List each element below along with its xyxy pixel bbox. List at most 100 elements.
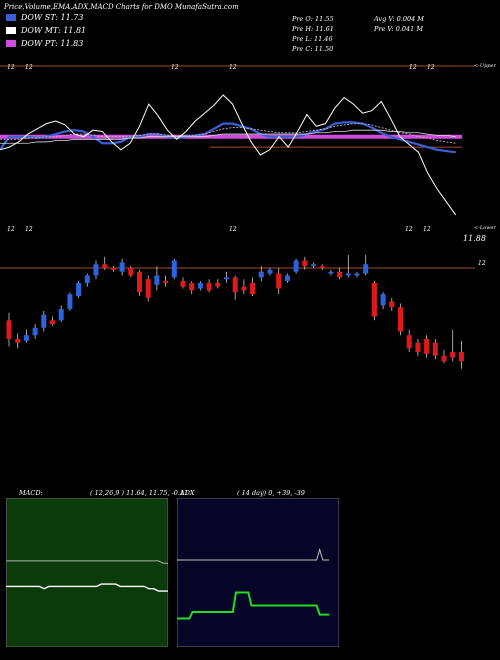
legend-swatch-pt [6, 40, 16, 47]
candle-body [363, 264, 369, 274]
channel-tick: 12 [171, 64, 179, 71]
prev-low: Pre L: 11.46 [292, 35, 333, 43]
prev-volume: Pre V: 0.041 M [374, 25, 424, 33]
candle-body [6, 320, 12, 339]
candle-body [424, 338, 430, 354]
candle-body [224, 277, 229, 280]
candle-body [267, 269, 273, 274]
candle-body [15, 338, 21, 343]
candle-body [93, 264, 99, 276]
legend-dow-mt: DOW MT: 11.81 [6, 25, 86, 36]
candle-body [128, 268, 134, 276]
candle-body [371, 282, 377, 317]
candle-body [58, 309, 64, 321]
candle-body [415, 342, 421, 352]
channel-tick: 12 [25, 226, 33, 233]
candle-body [432, 342, 438, 356]
macd-label: MACD: [19, 489, 43, 497]
candle-body [145, 279, 151, 298]
prev-close: Pre C: 11.50 [292, 45, 334, 53]
candle-body [41, 314, 47, 328]
candle-body [328, 271, 334, 274]
candle-body [137, 271, 142, 293]
lower-note: <-Lower [474, 225, 496, 231]
price-axis-12: 12 [478, 260, 486, 267]
candle-body [284, 275, 290, 282]
candle-body [50, 320, 55, 324]
adx-background [177, 498, 339, 647]
candle-body [337, 271, 343, 278]
candle-body [311, 264, 316, 267]
upper-note: <-Upper [474, 63, 496, 69]
macd-line [6, 583, 168, 592]
candle-body [163, 281, 169, 283]
candle-body [110, 268, 116, 270]
candle-body [458, 352, 464, 362]
adx-main-line [177, 547, 329, 561]
candle-body [250, 282, 256, 295]
page-title: Price,Volume,EMA,ADX,MACD Charts for DMO… [4, 3, 239, 11]
adx-label: ADX [180, 489, 195, 497]
ema-long-line [0, 129, 456, 144]
channel-tick: 12 [229, 226, 237, 233]
candle-body [189, 282, 195, 291]
channel-tick: 12 [7, 64, 15, 71]
candle-body [241, 286, 247, 291]
legend-dow-st: DOW ST: 11.73 [6, 12, 83, 23]
ema-layer: 12 12 12 12 12 12 12 12 12 12 12 [0, 64, 475, 233]
channel-tick: 12 [405, 226, 413, 233]
candle-body [354, 273, 360, 276]
avg-volume: Avg V: 0.004 M [374, 15, 424, 23]
candle-body [406, 335, 412, 349]
price-chart: 12 12 12 12 12 12 12 12 12 12 12 <-Upper <-Lower 1… [0, 63, 496, 369]
candle-body [450, 352, 456, 358]
candle-body [154, 275, 160, 285]
legend-label-pt: DOW PT: 11.83 [21, 39, 84, 48]
candle-body [345, 273, 351, 276]
candle-body [302, 260, 308, 267]
macd-panel [6, 498, 168, 647]
channel-tick: 12 [409, 64, 417, 71]
candle-body [102, 264, 108, 268]
candle-body [84, 275, 90, 283]
candle-body [215, 282, 221, 287]
candle-body [180, 281, 186, 287]
candle-body [171, 260, 177, 278]
legend-swatch-st [6, 14, 16, 21]
legend-swatch-mt [6, 27, 16, 34]
candle-body [232, 277, 238, 293]
prev-high: Pre H: 11.61 [292, 25, 334, 33]
ema-mid-line [0, 123, 456, 144]
macd-params: ( 12,26,9 ) 11.64, 11.75, -0.11 [90, 489, 189, 497]
adx-lines [177, 547, 329, 620]
channel-tick: 12 [229, 64, 237, 71]
candle-body [441, 355, 447, 362]
macd-signal-line [6, 560, 168, 564]
candle-body [206, 282, 212, 291]
adx-panel [177, 498, 339, 647]
channel-tick: 12 [25, 64, 33, 71]
channel-tick: 12 [427, 64, 435, 71]
candle-body [319, 266, 325, 268]
candle-body [398, 307, 403, 332]
dow-pt-band [0, 134, 462, 139]
price-label-bottom: 11.88 [463, 234, 486, 243]
channel-tick: 12 [423, 226, 431, 233]
candle-body [32, 327, 38, 336]
legend-dow-pt: DOW PT: 11.83 [6, 38, 83, 49]
adx-di-line [177, 591, 329, 620]
channel-tick: 12 [7, 226, 15, 233]
macd-lines [6, 560, 168, 592]
macd-background [6, 498, 168, 647]
adx-params: ( 14 day) 0, +39, -39 [237, 489, 305, 497]
candle-body [380, 294, 386, 306]
candle-body [293, 260, 299, 272]
candle-body [276, 273, 282, 289]
candle-body [76, 282, 82, 296]
prev-open: Pre O: 11.55 [292, 15, 334, 23]
legend-label-st: DOW ST: 11.73 [21, 13, 84, 22]
candle-body [67, 294, 73, 310]
price-line [0, 94, 457, 216]
candle-body [197, 282, 203, 289]
candle-body [23, 335, 29, 341]
